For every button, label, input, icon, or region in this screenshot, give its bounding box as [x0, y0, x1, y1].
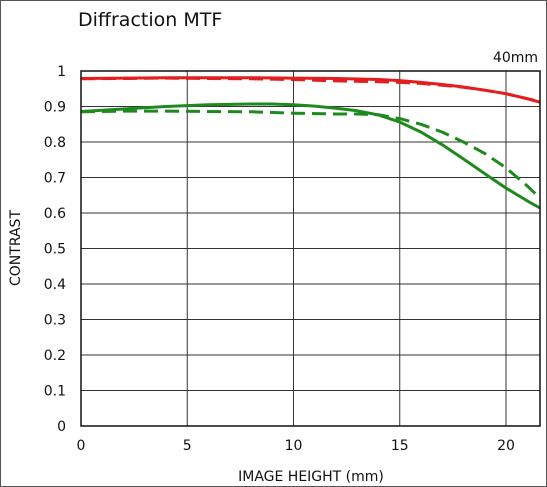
y-tick-label: 0.9 — [44, 100, 66, 116]
x-tick-label: 20 — [497, 438, 515, 454]
x-tick-label: 5 — [183, 438, 192, 454]
y-tick-label: 0 — [57, 419, 66, 435]
y-axis-label: CONTRAST — [8, 210, 24, 286]
x-tick-label: 15 — [391, 438, 409, 454]
green-dashed-series-line — [80, 109, 542, 200]
y-tick-label: 1 — [57, 64, 66, 80]
y-tick-label: 0.2 — [44, 348, 66, 364]
y-tick-label: 0.6 — [44, 206, 66, 222]
y-tick-label: 0.4 — [44, 277, 66, 293]
plot-area-border — [80, 70, 541, 427]
x-tick-label: 0 — [77, 438, 86, 454]
chart-title: Diffraction MTF — [78, 9, 222, 31]
x-tick-label: 10 — [285, 438, 303, 454]
focal-length-label: 40mm — [493, 50, 538, 66]
series-lines — [80, 76, 542, 210]
grid — [80, 70, 540, 427]
x-axis-label: IMAGE HEIGHT (mm) — [238, 469, 384, 485]
green-solid-series-line — [80, 102, 541, 210]
red-dashed-series-line — [80, 76, 541, 103]
y-tick-label: 0.8 — [44, 135, 66, 151]
tick-labels: 00.10.20.30.40.50.60.70.80.910 5 10 15 20 — [44, 64, 515, 454]
y-tick-label: 0.7 — [44, 171, 66, 187]
red-solid-series-line — [80, 76, 541, 104]
y-tick-label: 0.3 — [44, 313, 66, 329]
y-tick-label: 0.5 — [44, 242, 66, 258]
y-tick-label: 0.1 — [44, 384, 66, 400]
